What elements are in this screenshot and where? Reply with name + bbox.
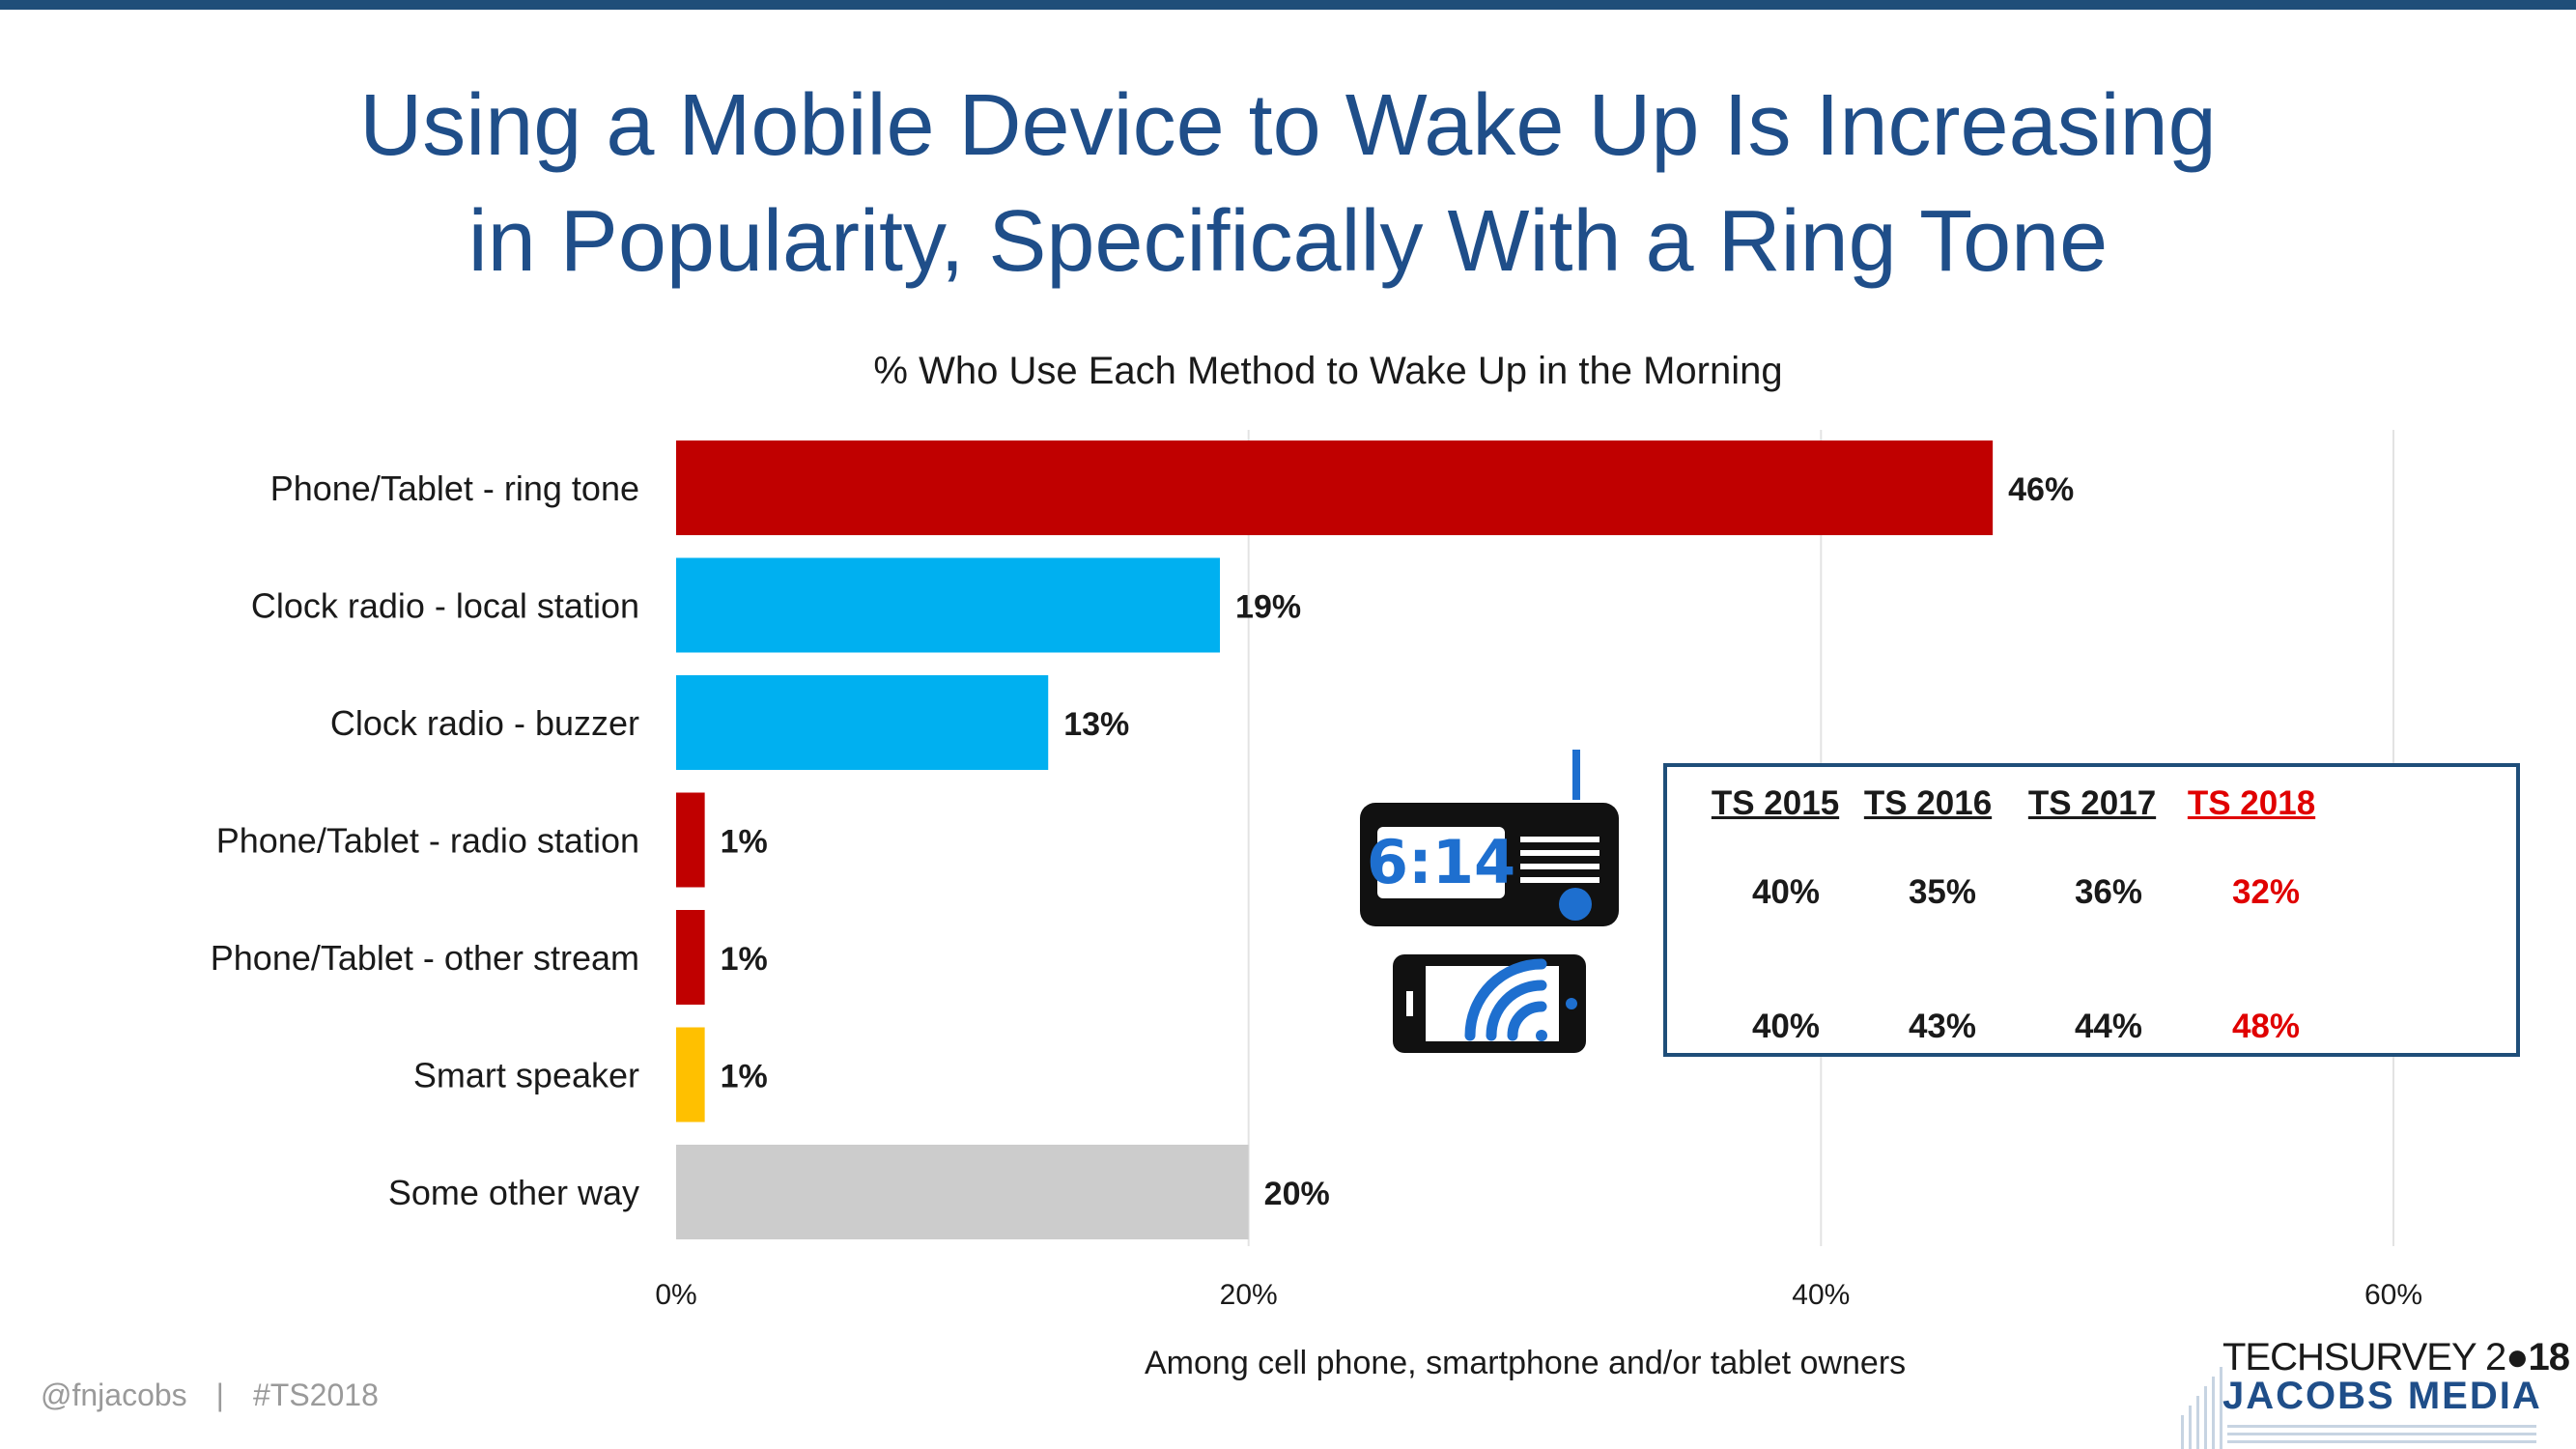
data-label: 1% bbox=[721, 941, 768, 978]
top-accent-bar bbox=[0, 0, 2576, 10]
logo-line-2: JACOBS MEDIA bbox=[2222, 1375, 2542, 1417]
bar bbox=[676, 792, 705, 888]
bar bbox=[676, 910, 705, 1005]
category-label: Clock radio - local station bbox=[251, 586, 639, 626]
clock-radio-2018: 32% bbox=[2231, 873, 2301, 911]
hashtag[interactable]: #TS2018 bbox=[252, 1378, 379, 1412]
bar bbox=[676, 557, 1221, 653]
footer-social: @fnjacobs | #TS2018 bbox=[41, 1378, 379, 1413]
phone-stream-2016: 43% bbox=[1908, 1008, 1977, 1045]
x-tick-label: 40% bbox=[1792, 1279, 1850, 1311]
logo-line-1: TECHSURVEY 2●18 bbox=[2222, 1336, 2570, 1378]
trend-header-2018: TS 2018 bbox=[2187, 784, 2316, 822]
clock-display-time: 6:14 bbox=[1367, 827, 1515, 897]
trend-header-2015: TS 2015 bbox=[1711, 784, 1840, 822]
category-label: Clock radio - buzzer bbox=[330, 703, 639, 743]
bar bbox=[676, 1145, 1249, 1239]
x-tick-label: 60% bbox=[2364, 1279, 2422, 1311]
trend-header-2016: TS 2016 bbox=[1863, 784, 1993, 822]
techsurvey-logo: TECHSURVEY 2●18 JACOBS MEDIA bbox=[2181, 1336, 2570, 1449]
data-label: 46% bbox=[2008, 471, 2074, 508]
data-label: 19% bbox=[1235, 589, 1301, 626]
clock-radio-2016: 35% bbox=[1908, 873, 1977, 911]
x-tick-label: 0% bbox=[655, 1279, 696, 1311]
phone-stream-icon bbox=[1393, 954, 1586, 1053]
data-label: 1% bbox=[721, 1059, 768, 1095]
phone-stream-2015: 40% bbox=[1751, 1008, 1821, 1045]
bar-chart: 0% 20% 40% 60% Phone/Tablet - ring tone 46% Cl… bbox=[211, 430, 2422, 1311]
logo-techsurvey: TECHSURVEY 2 bbox=[2222, 1336, 2506, 1378]
data-label: 13% bbox=[1063, 706, 1129, 743]
clock-radio-2017: 36% bbox=[2074, 873, 2143, 911]
bar bbox=[676, 1027, 705, 1122]
category-label: Smart speaker bbox=[413, 1056, 639, 1095]
trend-table: TS 2015 TS 2016 TS 2017 TS 2018 40% 35% … bbox=[1663, 763, 2520, 1057]
logo-pattern bbox=[2181, 1367, 2536, 1449]
clock-radio-2015: 40% bbox=[1751, 873, 1821, 911]
chart-title: % Who Use Each Method to Wake Up in the … bbox=[873, 350, 1783, 392]
data-label: 20% bbox=[1264, 1176, 1330, 1212]
logo-year-suffix: 18 bbox=[2528, 1336, 2569, 1378]
title-line-1: Using a Mobile Device to Wake Up Is Incr… bbox=[359, 77, 2217, 174]
twitter-handle[interactable]: @fnjacobs bbox=[41, 1378, 187, 1412]
phone-stream-2018: 48% bbox=[2231, 1008, 2301, 1045]
bar bbox=[676, 440, 1994, 535]
phone-stream-2017: 44% bbox=[2074, 1008, 2143, 1045]
category-label: Phone/Tablet - ring tone bbox=[270, 469, 639, 508]
x-tick-label: 20% bbox=[1220, 1279, 1278, 1311]
trend-header-2017: TS 2017 bbox=[2027, 784, 2157, 822]
clock-radio-icon: 6:14 bbox=[1360, 750, 1619, 926]
slide-title: Using a Mobile Device to Wake Up Is Incr… bbox=[0, 68, 2576, 299]
title-line-2: in Popularity, Specifically With a Ring … bbox=[467, 193, 2109, 290]
category-label: Phone/Tablet - radio station bbox=[216, 821, 639, 861]
data-label: 1% bbox=[721, 824, 768, 861]
bar bbox=[676, 675, 1049, 770]
category-label: Some other way bbox=[388, 1173, 639, 1212]
category-label: Phone/Tablet - other stream bbox=[211, 938, 639, 978]
footer-separator: | bbox=[215, 1378, 224, 1412]
chart-footnote: Among cell phone, smartphone and/or tabl… bbox=[1145, 1345, 1907, 1381]
